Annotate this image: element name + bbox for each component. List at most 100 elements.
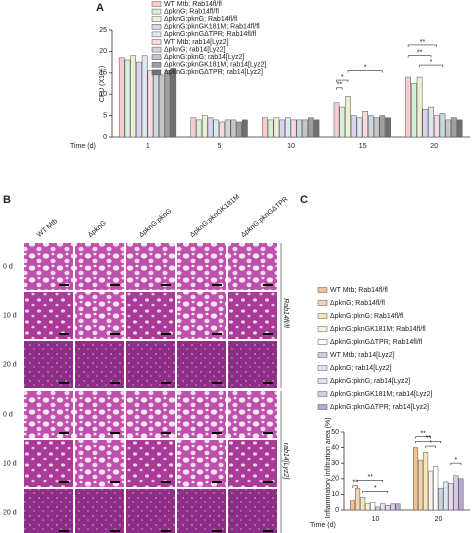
y-tick-label: 10 <box>99 91 107 98</box>
bar <box>201 115 208 138</box>
column-label: ΔpknG <box>87 220 108 239</box>
bar <box>433 115 440 138</box>
legend-swatch <box>151 39 162 45</box>
bar <box>423 452 429 511</box>
legend-swatch <box>151 1 162 7</box>
significance-bracket <box>336 79 349 83</box>
x-tick-label: 10 <box>372 516 380 523</box>
y-tick-label: 15 <box>99 70 107 77</box>
y-tick-label: 0 <box>335 507 339 514</box>
bar <box>428 106 434 138</box>
significance-label: ** <box>417 50 423 57</box>
significance-label: * <box>429 440 432 447</box>
bar <box>453 475 459 511</box>
significance-label: * <box>374 485 377 492</box>
legend-label: ΔpknG:pknGΔTPR; Rab14fl/fl <box>330 339 423 346</box>
bar <box>413 447 419 511</box>
legend-label: WT Mtb; rab14[Lyz2] <box>330 352 395 359</box>
bar <box>290 119 297 138</box>
legend-swatch <box>317 352 328 358</box>
histology-image <box>24 292 73 339</box>
bar <box>170 68 177 138</box>
significance-bracket <box>407 44 438 47</box>
column-label: ΔpknG:pknGK181M <box>189 193 241 238</box>
legend-label: ΔpknG; rab14[Lyz2] <box>164 46 226 53</box>
significance-bracket <box>336 87 343 90</box>
histology-image <box>126 243 175 290</box>
bar <box>313 119 320 138</box>
bar <box>375 506 381 511</box>
histology-image <box>177 292 226 339</box>
bar <box>356 117 363 138</box>
legend-label: ΔpknG:pknGΔTPR; rab14[Lyz2] <box>330 404 429 411</box>
legend-label: ΔpknG:pknGK181M; rab14[Lyz2] <box>330 391 433 398</box>
bar <box>207 117 214 138</box>
x-tick-label: 20 <box>435 516 443 523</box>
histology-image <box>228 243 277 290</box>
legend-label: ΔpknG; Rab14fl/fl <box>164 8 219 15</box>
legend-label: ΔpknG:pknGΔTPR; Rab14fl/fl <box>164 31 257 38</box>
bar <box>236 121 242 138</box>
bar <box>428 470 434 511</box>
histology-image <box>228 489 277 533</box>
legend-swatch <box>151 46 162 53</box>
significance-label: ** <box>420 431 426 438</box>
row-label: 20 d <box>3 509 17 516</box>
bar <box>433 466 439 511</box>
legend-label: WT Mtb; rab14[Lyz2] <box>164 39 229 46</box>
bar <box>390 503 396 511</box>
bar <box>411 83 417 138</box>
histology-image <box>126 341 175 388</box>
panel-label: B <box>3 194 11 206</box>
histology-image <box>228 292 277 339</box>
bar <box>118 57 125 138</box>
legend-swatch <box>317 300 328 306</box>
bar <box>153 72 159 138</box>
significance-bracket <box>415 436 431 439</box>
legend-label: WT Mtb; Rab14fl/fl <box>164 1 222 8</box>
bar <box>164 70 171 138</box>
histology-image <box>75 341 124 388</box>
y-tick-label: 40 <box>331 444 339 451</box>
row-label: 10 d <box>3 312 17 319</box>
bar <box>405 76 411 138</box>
row-label: 20 d <box>3 361 17 368</box>
row-label: 0 d <box>3 263 13 270</box>
bar <box>362 111 369 138</box>
legend-label: ΔpknG; Rab14fl/fl <box>330 300 385 307</box>
column-label: WT Mtb <box>36 218 59 239</box>
bar <box>443 481 449 511</box>
panel-label: A <box>96 2 104 14</box>
bar <box>445 119 452 138</box>
legend-swatch <box>151 54 162 60</box>
histology-image <box>177 440 226 487</box>
bar <box>296 119 303 138</box>
significance-label: ** <box>367 474 373 481</box>
significance-bracket <box>415 441 442 444</box>
significance-bracket <box>347 70 383 73</box>
bar <box>267 119 274 138</box>
significance-label: * <box>364 65 367 72</box>
bar <box>230 119 237 138</box>
histology-image <box>126 440 175 487</box>
bar <box>339 106 346 138</box>
legend-swatch <box>151 31 162 38</box>
bar <box>422 108 429 138</box>
bar <box>379 115 386 138</box>
column-label: ΔpknG:pknG <box>138 208 173 239</box>
significance-bracket <box>419 64 443 68</box>
bar <box>458 478 464 511</box>
legend-label: ΔpknG:pknG; rab14[Lyz2] <box>330 378 410 385</box>
significance-label: * <box>455 457 458 464</box>
histology-image <box>126 489 175 533</box>
y-tick-label: 5 <box>103 112 107 119</box>
y-tick-label: 20 <box>331 476 339 483</box>
legend-swatch <box>317 365 328 371</box>
bar <box>279 119 285 138</box>
histology-image <box>75 292 124 339</box>
significance-bracket <box>357 480 384 483</box>
histology-image <box>228 391 277 438</box>
significance-label: ** <box>352 480 358 487</box>
bar <box>439 113 446 138</box>
